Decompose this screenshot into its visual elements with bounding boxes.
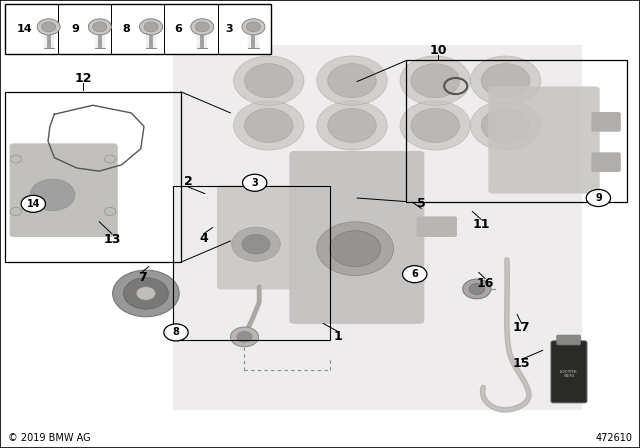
Text: 7: 7	[138, 271, 147, 284]
Text: 14: 14	[17, 24, 32, 34]
Circle shape	[481, 64, 530, 98]
FancyBboxPatch shape	[289, 151, 424, 324]
Text: LOCTITE
5970: LOCTITE 5970	[560, 370, 578, 379]
Circle shape	[469, 284, 484, 294]
FancyBboxPatch shape	[217, 185, 298, 289]
FancyBboxPatch shape	[557, 335, 580, 345]
Circle shape	[140, 19, 163, 35]
Circle shape	[317, 101, 387, 150]
FancyBboxPatch shape	[488, 86, 600, 194]
Circle shape	[403, 266, 427, 283]
Circle shape	[124, 278, 168, 309]
Circle shape	[481, 108, 530, 142]
Circle shape	[243, 174, 267, 191]
Circle shape	[42, 22, 56, 32]
Text: 16: 16	[476, 276, 494, 290]
Text: 3: 3	[252, 178, 258, 188]
Circle shape	[237, 332, 252, 342]
Circle shape	[244, 64, 293, 98]
FancyBboxPatch shape	[591, 152, 621, 172]
FancyBboxPatch shape	[551, 341, 587, 403]
Circle shape	[230, 327, 259, 347]
Circle shape	[242, 19, 265, 35]
Circle shape	[104, 207, 116, 215]
Circle shape	[30, 179, 75, 211]
Text: © 2019 BMW AG: © 2019 BMW AG	[8, 433, 90, 443]
Circle shape	[586, 190, 611, 207]
Circle shape	[136, 287, 156, 300]
Bar	[5, 4, 271, 54]
Circle shape	[328, 108, 376, 142]
Circle shape	[411, 64, 460, 98]
Circle shape	[328, 64, 376, 98]
Text: 6: 6	[174, 24, 182, 34]
Circle shape	[93, 22, 107, 32]
FancyBboxPatch shape	[173, 45, 582, 410]
Circle shape	[113, 270, 179, 317]
Circle shape	[37, 19, 60, 35]
Text: 11: 11	[472, 218, 490, 232]
Circle shape	[88, 19, 111, 35]
Text: 17: 17	[513, 321, 531, 335]
Circle shape	[234, 56, 304, 105]
Circle shape	[411, 108, 460, 142]
Circle shape	[470, 101, 541, 150]
Circle shape	[164, 324, 188, 341]
Circle shape	[144, 22, 158, 32]
FancyBboxPatch shape	[10, 143, 118, 237]
FancyBboxPatch shape	[417, 216, 457, 237]
Text: 15: 15	[513, 357, 531, 370]
Text: 9: 9	[72, 24, 79, 34]
Circle shape	[104, 155, 116, 163]
Circle shape	[232, 227, 280, 261]
Bar	[406, 60, 627, 202]
Text: 472610: 472610	[595, 433, 632, 443]
Text: 12: 12	[74, 72, 92, 85]
Circle shape	[330, 231, 381, 267]
Circle shape	[463, 279, 491, 299]
Circle shape	[242, 234, 270, 254]
Circle shape	[10, 207, 22, 215]
Text: 8: 8	[123, 24, 131, 34]
Circle shape	[234, 101, 304, 150]
Text: 10: 10	[429, 43, 447, 57]
FancyBboxPatch shape	[591, 112, 621, 132]
Circle shape	[317, 222, 394, 276]
Circle shape	[400, 56, 470, 105]
Text: 5: 5	[417, 197, 426, 211]
Text: 2: 2	[184, 175, 193, 188]
Circle shape	[400, 101, 470, 150]
Bar	[173, 186, 330, 340]
Bar	[5, 92, 181, 262]
Text: 1: 1	[333, 330, 342, 344]
Text: 3: 3	[225, 24, 233, 34]
Text: 8: 8	[173, 327, 179, 337]
Text: 4: 4	[199, 232, 208, 245]
Text: 14: 14	[26, 199, 40, 209]
Text: 13: 13	[103, 233, 121, 246]
Text: 6: 6	[412, 269, 418, 279]
Circle shape	[317, 56, 387, 105]
Circle shape	[10, 155, 22, 163]
Text: 9: 9	[595, 193, 602, 203]
Circle shape	[195, 22, 209, 32]
Circle shape	[470, 56, 541, 105]
Circle shape	[244, 108, 293, 142]
Circle shape	[246, 22, 260, 32]
Circle shape	[191, 19, 214, 35]
Circle shape	[21, 195, 45, 212]
